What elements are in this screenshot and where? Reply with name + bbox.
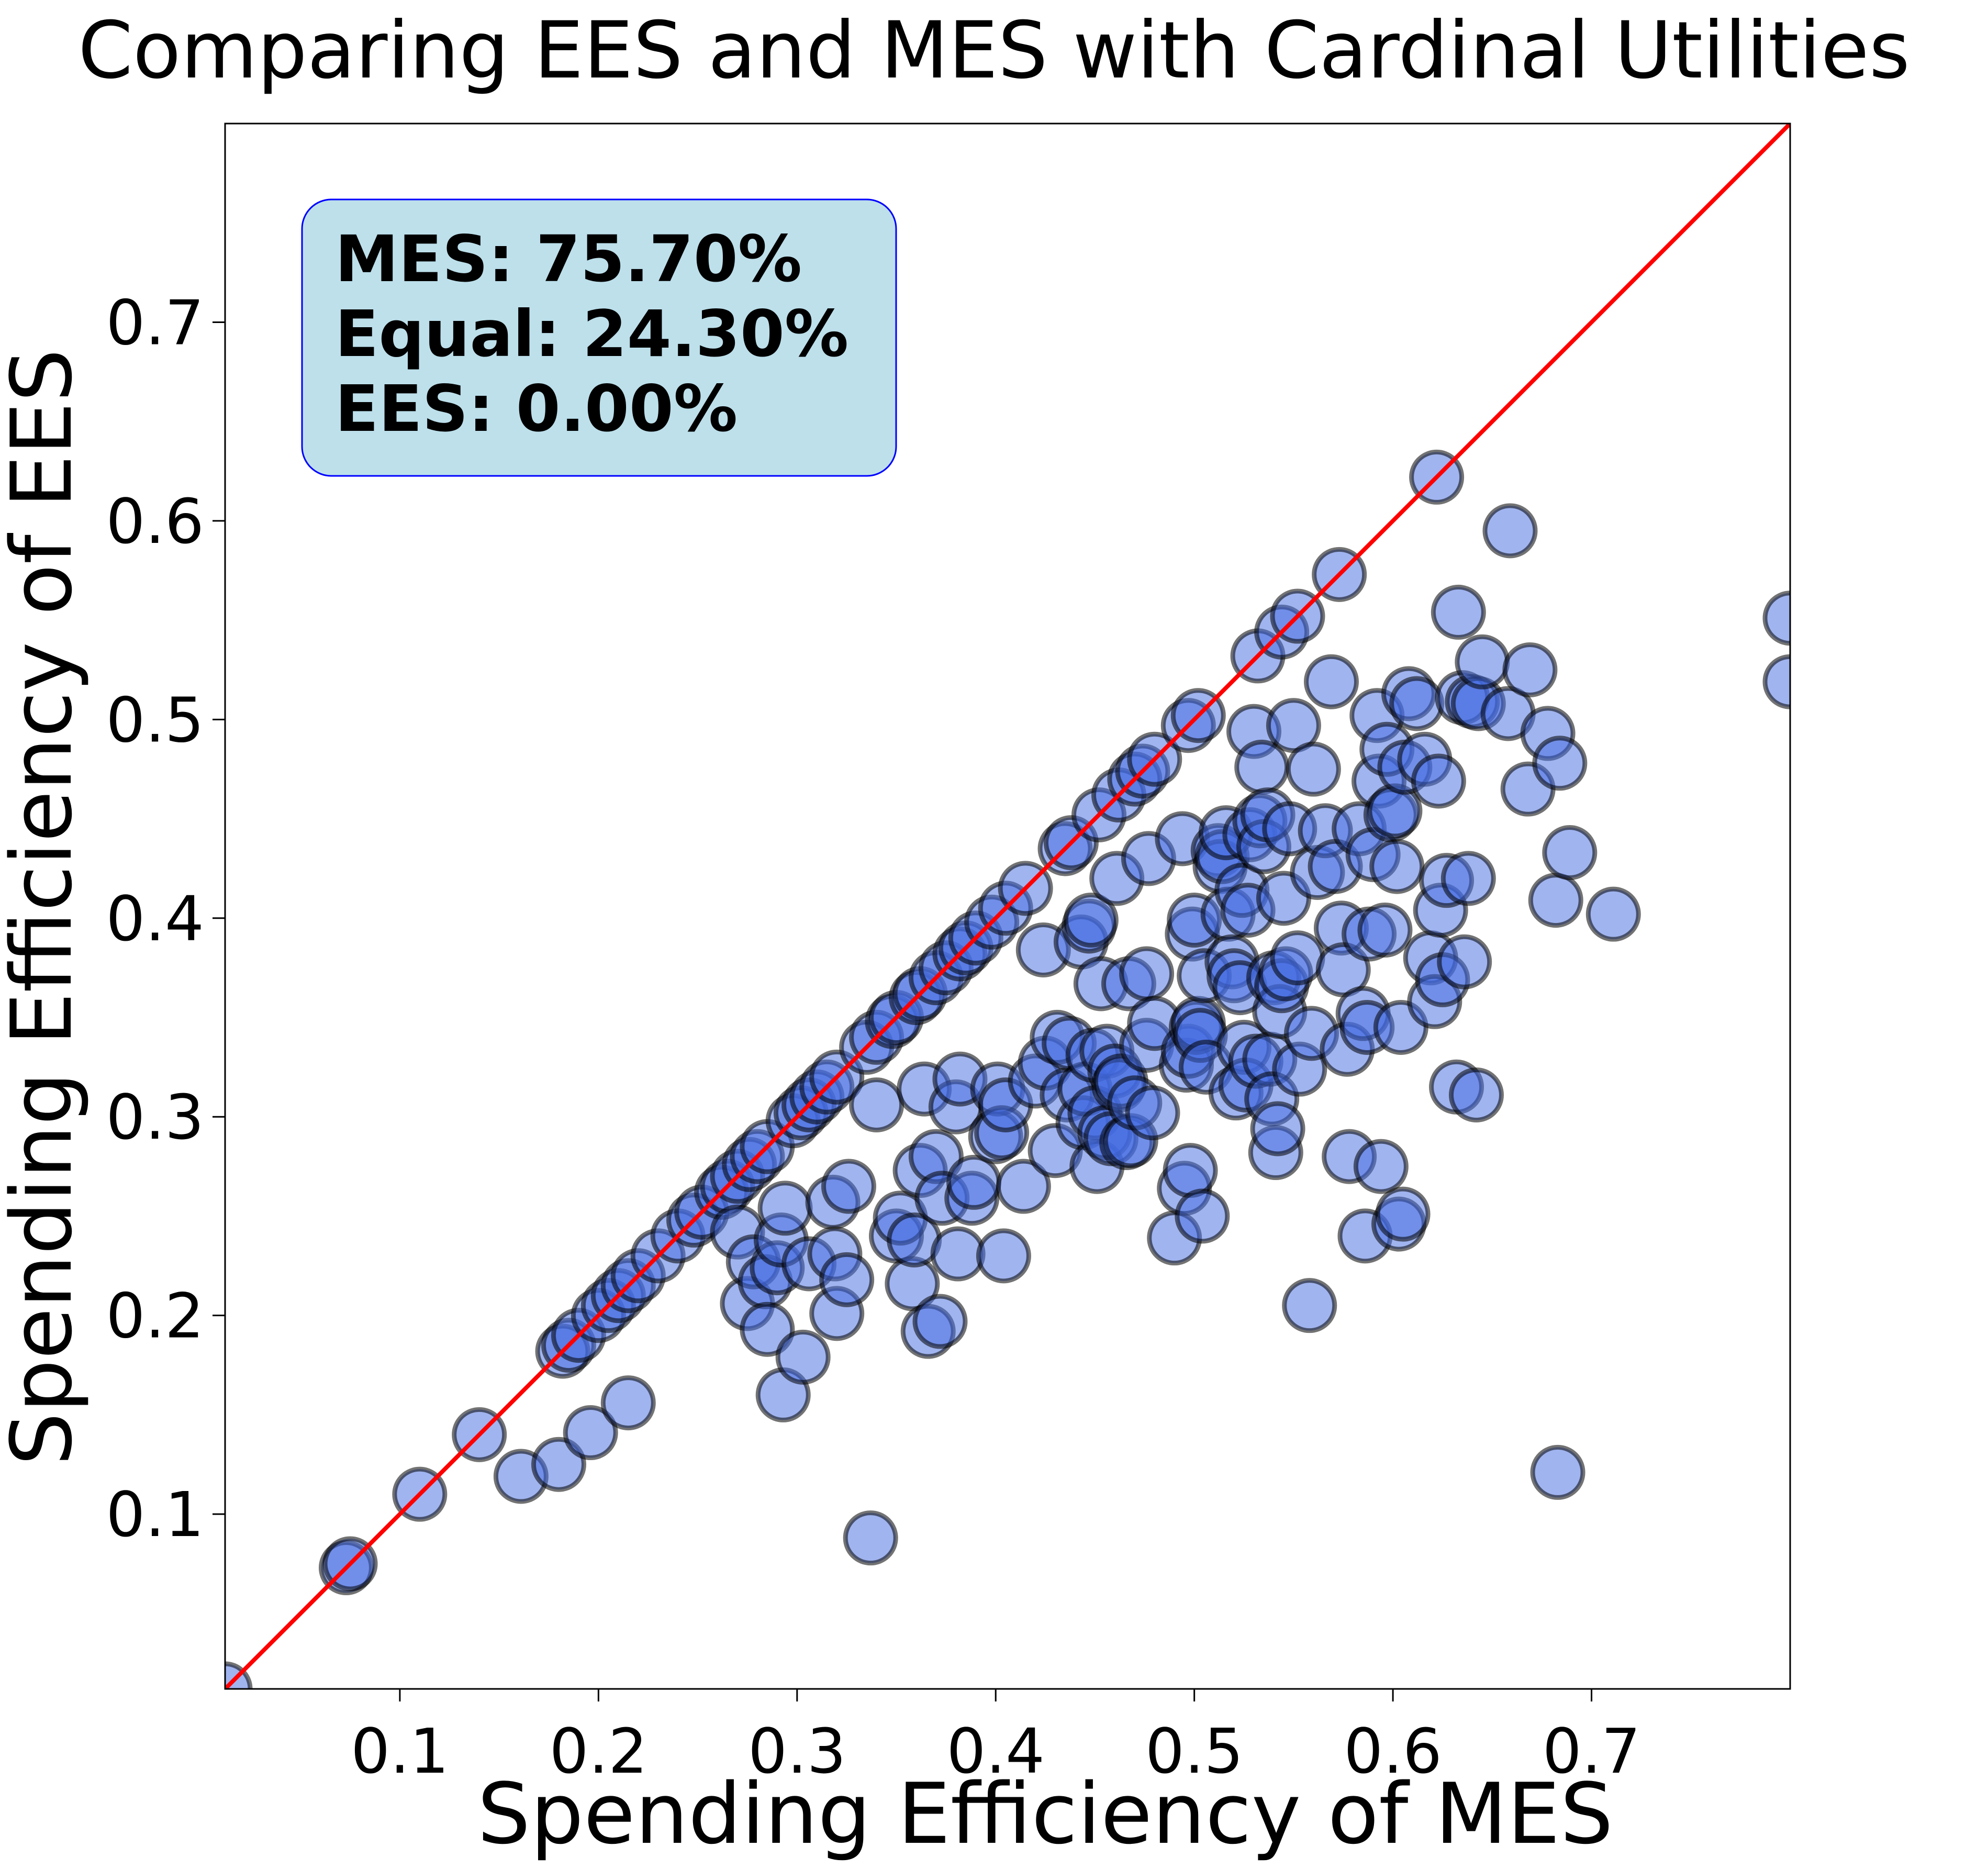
x-axis: 0.1 0.2 0.3 0.4 0.5 0.6 0.7 [351, 1689, 1640, 1787]
data-point [1063, 893, 1119, 948]
stat-ees: EES: 0.00% [335, 372, 738, 446]
data-point [1389, 676, 1445, 731]
data-point [843, 1510, 898, 1566]
data-point [1125, 1085, 1180, 1141]
data-point [1482, 503, 1538, 559]
chart-title: Comparing EES and MES with Cardinal Util… [78, 5, 1910, 96]
data-point [1431, 584, 1486, 640]
data-point [1455, 634, 1510, 689]
x-tick-label: 0.4 [946, 1715, 1045, 1787]
data-point [1530, 1444, 1585, 1500]
data-point [1303, 654, 1359, 709]
data-point [740, 1301, 795, 1357]
data-point [1353, 1139, 1409, 1194]
data-point [976, 1228, 1031, 1284]
y-tick-label: 0.5 [106, 684, 204, 756]
x-axis-title: Spending Efficiency of MES [477, 1765, 1613, 1863]
data-point [1119, 946, 1175, 1002]
y-tick-label: 0.2 [106, 1280, 204, 1352]
data-point [1286, 741, 1341, 797]
x-tick-label: 0.2 [550, 1715, 648, 1787]
data-point [1440, 851, 1496, 906]
data-point [1502, 642, 1558, 697]
y-tick-label: 0.6 [106, 485, 204, 558]
data-point [1437, 934, 1492, 989]
data-point [1375, 1186, 1431, 1242]
data-point [757, 1181, 813, 1236]
reference-line [225, 124, 1790, 1689]
x-tick-label: 0.3 [748, 1715, 846, 1787]
data-point [775, 1329, 831, 1385]
data-point [1357, 903, 1413, 958]
data-point [563, 1405, 618, 1461]
data-point [1175, 1188, 1230, 1244]
data-point [1585, 886, 1641, 942]
plot-clip-region [225, 124, 1790, 1689]
data-point [996, 1159, 1051, 1214]
y-axis: 0.1 0.2 0.3 0.4 0.5 0.6 0.7 [106, 286, 225, 1551]
data-point [1528, 873, 1583, 928]
data-point [1448, 1067, 1504, 1122]
data-point [1250, 1101, 1305, 1156]
plot-frame [224, 123, 1791, 1690]
data-point [1532, 736, 1588, 791]
y-axis-title: Spending Efficiency of EES [0, 349, 91, 1465]
data-point [821, 1159, 876, 1214]
x-tick-label: 0.7 [1543, 1715, 1641, 1787]
y-tick-label: 0.7 [106, 286, 204, 359]
stat-mes: MES: 75.70% [335, 222, 802, 296]
data-point [819, 1252, 875, 1307]
data-point [1762, 591, 1790, 646]
data-point [849, 1077, 904, 1132]
data-point [1282, 1278, 1337, 1333]
y-tick-label: 0.1 [106, 1478, 204, 1551]
x-tick-label: 0.1 [351, 1715, 449, 1787]
data-point [600, 1375, 656, 1431]
y-tick-label: 0.4 [106, 883, 204, 955]
data-point [1542, 825, 1598, 881]
x-tick-label: 0.6 [1344, 1715, 1442, 1787]
data-point [912, 1294, 968, 1349]
data-point [1234, 739, 1290, 795]
data-point [1270, 930, 1325, 986]
y-tick-label: 0.3 [106, 1081, 204, 1153]
stat-equal: Equal: 24.30% [335, 297, 848, 371]
x-tick-label: 0.5 [1145, 1715, 1244, 1787]
data-point [1369, 839, 1425, 894]
data-point [1411, 753, 1466, 809]
stats-box: MES: 75.70% Equal: 24.30% EES: 0.00% [301, 198, 897, 477]
stats-box-background [301, 198, 897, 477]
data-point [1762, 654, 1790, 709]
data-point [946, 1154, 1001, 1210]
data-point [930, 1226, 986, 1282]
data-point [1163, 1143, 1218, 1198]
